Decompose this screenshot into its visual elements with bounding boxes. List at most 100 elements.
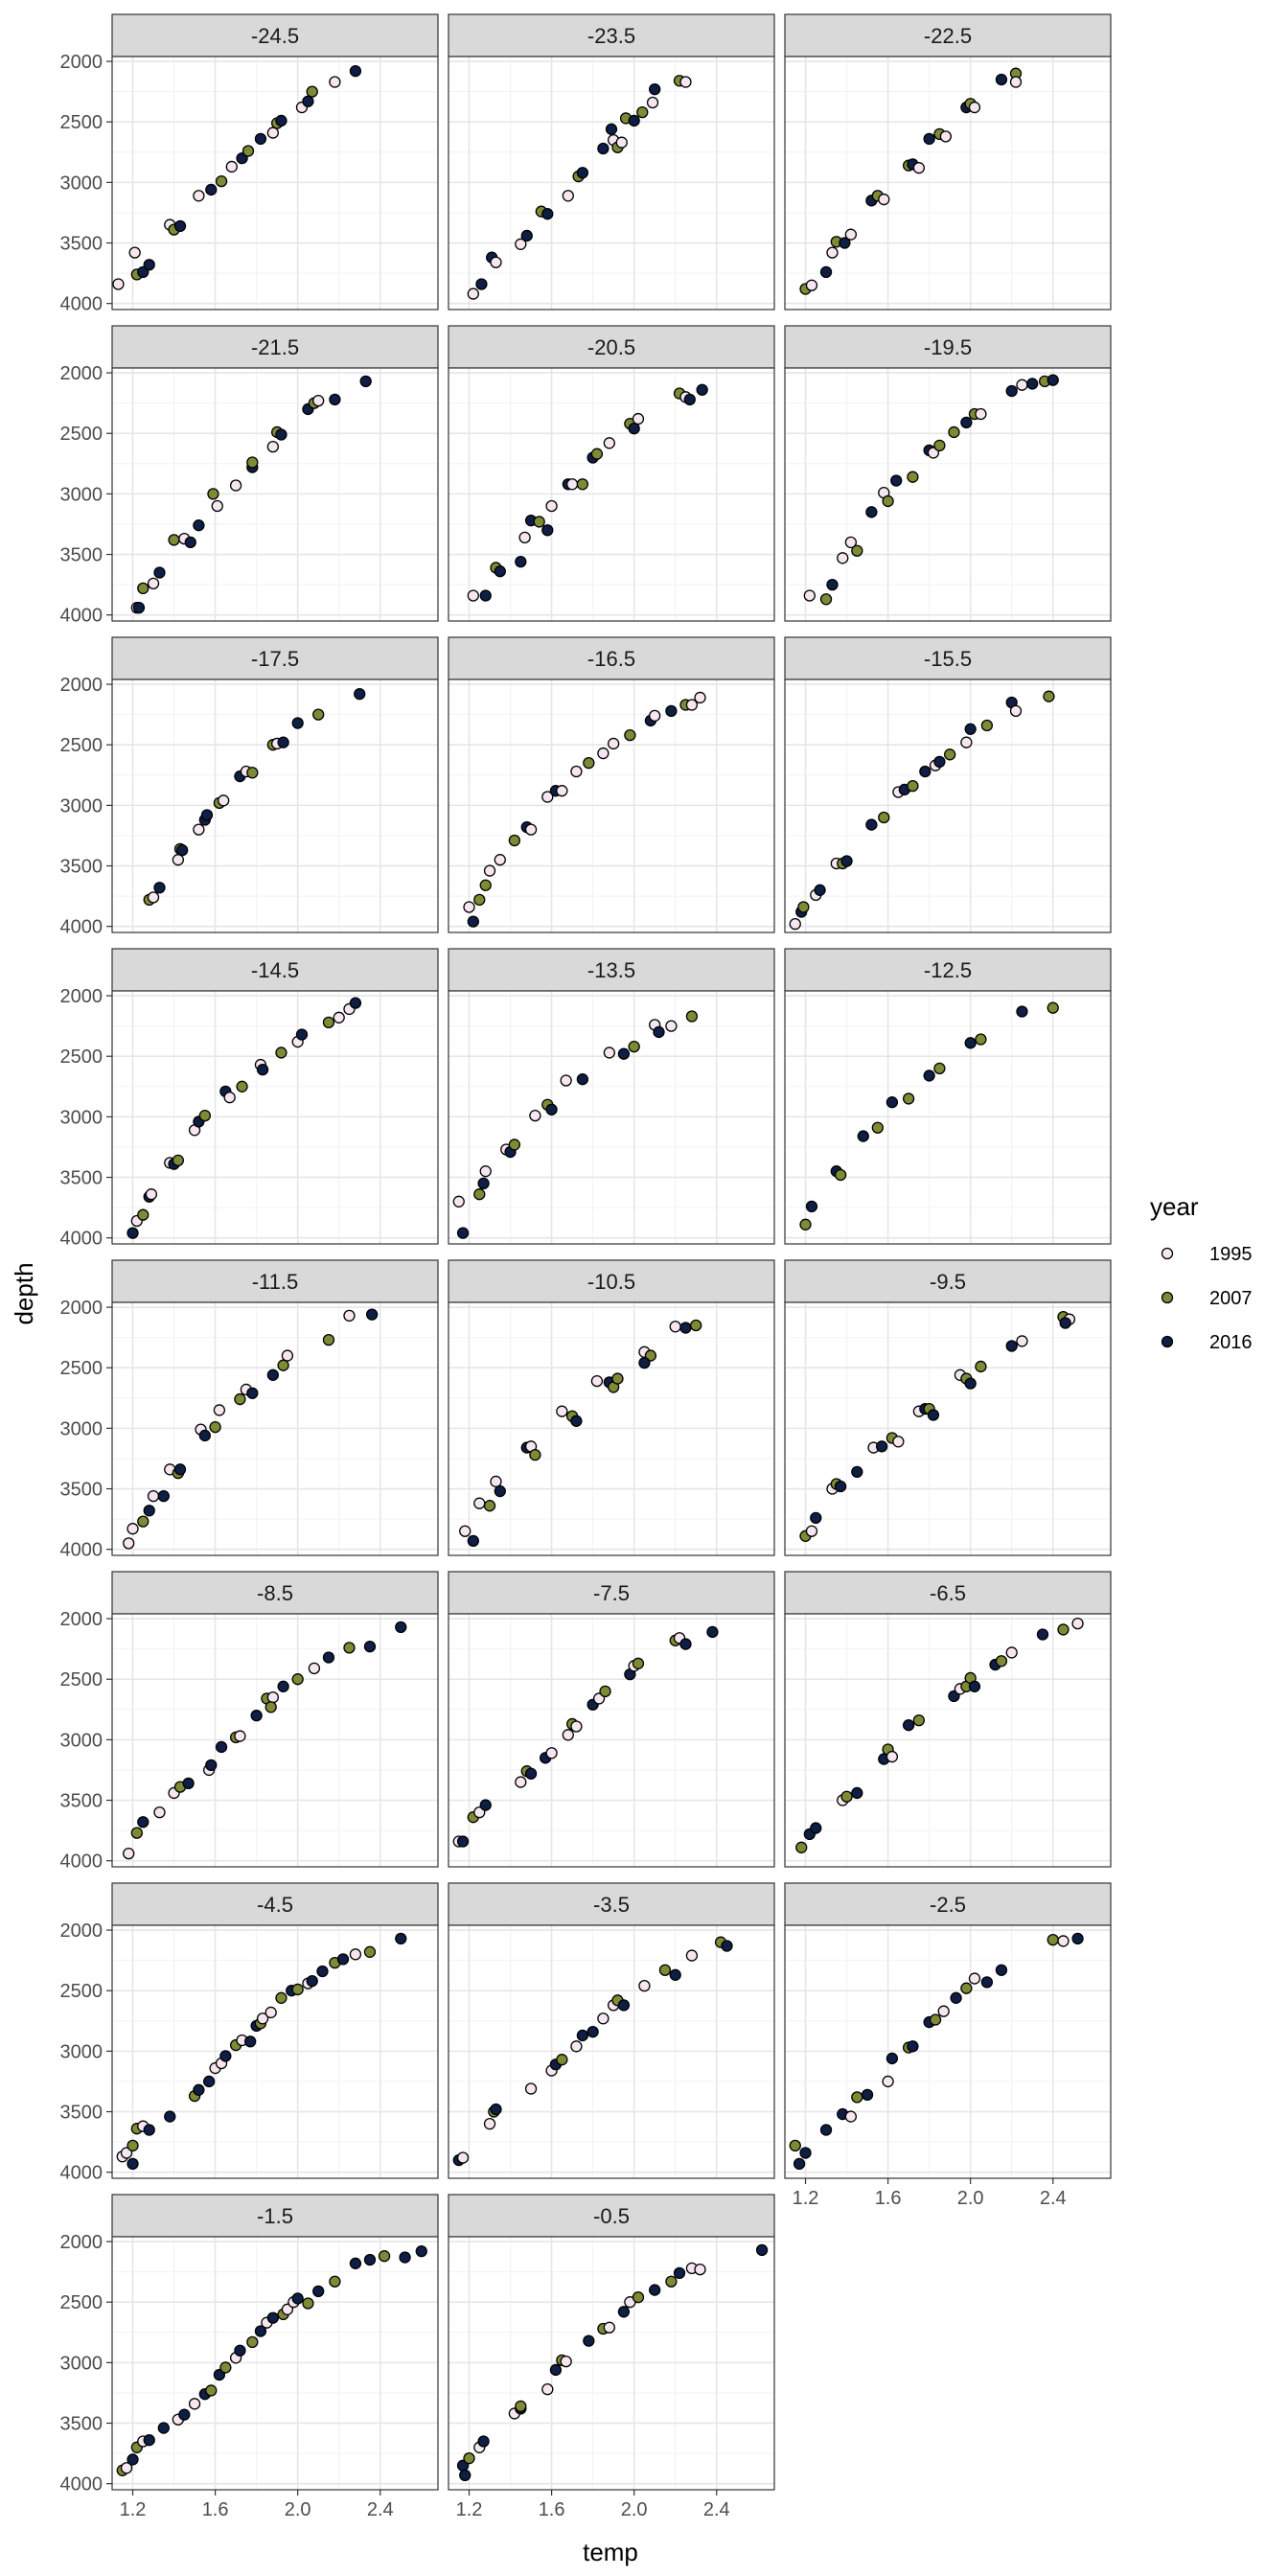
data-point-1995 [266,440,279,453]
facet-strip [111,13,439,58]
data-point-2007 [632,1657,645,1669]
data-point-2007 [1057,1623,1070,1636]
facet-panel: -4.5 2000 2500 3000 3500 4000 [60,1882,439,2184]
data-point-2016 [494,1484,506,1498]
data-point-2007 [264,1701,277,1714]
facet-panel: -6.5 [784,1571,1112,1868]
data-point-1995 [153,1806,166,1819]
data-point-2007 [515,2400,527,2412]
data-point-2016 [964,1377,977,1390]
panel-border [784,367,1112,622]
data-point-2016 [349,65,362,78]
panel-border [111,1924,439,2179]
data-point-1995 [266,1691,279,1704]
x-tick-label: 1.6 [875,2188,902,2209]
y-tick-label: 2000 [60,363,104,384]
data-point-1995 [694,2263,706,2276]
data-point-2007 [948,426,960,439]
data-point-2007 [137,1515,150,1528]
data-point-2016 [164,2110,176,2123]
data-point-2016 [143,2434,155,2447]
data-point-2016 [923,1070,935,1082]
y-tick-label: 3500 [60,2414,104,2435]
data-point-2016 [395,1621,407,1634]
data-point-2016 [861,2088,874,2101]
data-point-1995 [329,76,341,88]
data-point-2007 [473,893,486,907]
data-point-2007 [473,1188,486,1201]
facet-strip [448,636,775,680]
data-point-2007 [933,439,946,451]
legend-key [1161,1335,1174,1348]
data-point-2016 [157,1489,170,1503]
data-point-2007 [590,448,604,460]
data-point-2016 [173,1463,187,1476]
data-point-2016 [244,2036,257,2048]
y-tick-label: 2500 [60,1046,104,1068]
panel-border [784,990,1112,1245]
data-point-2007 [599,1685,611,1697]
data-point-2016 [176,843,189,857]
data-point-1995 [968,1972,981,1985]
data-point-2007 [1043,690,1055,702]
data-point-1995 [172,854,185,866]
data-point-1995 [638,1980,651,1992]
data-point-2016 [1005,1340,1018,1352]
data-point-2007 [198,1109,211,1122]
data-point-1995 [343,1309,356,1322]
data-point-2016 [653,1025,665,1039]
data-point-2007 [1046,1001,1059,1014]
facet-strip-label: -1.5 [257,2204,293,2228]
data-point-2016 [363,2253,377,2266]
facet-strip [784,1571,1112,1615]
data-point-2007 [215,174,228,188]
data-point-2016 [456,1835,470,1848]
data-point-1995 [545,499,558,513]
facet-panel: -21.5 2000 2500 3000 3500 4000 [60,325,439,627]
y-tick-label: 4000 [60,294,104,315]
data-point-2007 [329,2275,341,2288]
data-point-2007 [483,1500,496,1512]
y-tick-label: 4000 [60,606,104,627]
data-point-1995 [562,1729,574,1741]
data-point-2016 [950,1991,962,2004]
data-point-2016 [395,1932,407,1945]
y-tick-label: 4000 [60,2163,104,2184]
data-point-1995 [223,1092,236,1104]
data-point-2016 [1026,378,1039,390]
data-point-1995 [193,823,205,836]
facet-strip-label: -3.5 [593,1893,630,1917]
data-point-2007 [207,488,219,500]
x-axis-title: temp [583,2538,638,2566]
data-point-1995 [467,589,479,602]
data-point-2016 [1016,1005,1028,1018]
panel-border [784,56,1112,310]
data-point-1995 [529,1109,541,1122]
data-point-2016 [706,1625,719,1639]
data-point-1995 [597,2012,610,2025]
data-point-2007 [799,1218,812,1230]
data-point-1995 [541,2383,554,2396]
data-point-1995 [1009,76,1023,88]
panel-border [784,678,1112,933]
facet-panel: -14.5 2000 2500 3000 3500 4000 [60,948,439,1250]
data-point-2007 [929,2013,942,2026]
data-point-2007 [960,1982,973,1994]
data-point-2016 [628,423,640,435]
data-point-2016 [1071,1932,1084,1945]
data-point-1995 [608,737,620,750]
data-point-2016 [541,524,554,537]
facet-strip-label: -8.5 [257,1581,293,1605]
data-point-2016 [810,1822,822,1834]
facet-strip-label: -22.5 [924,24,972,48]
data-point-2016 [126,1227,139,1239]
data-point-2016 [524,1767,538,1780]
panel-border [448,1613,775,1868]
y-tick-label: 4000 [60,2474,104,2496]
data-point-2016 [467,1534,479,1547]
data-point-2007 [636,105,649,119]
data-point-1995 [120,2462,133,2474]
facet-panel: -0.5 [448,2194,775,2491]
data-point-1995 [960,736,973,748]
facet-panel: -16.5 [448,636,775,933]
